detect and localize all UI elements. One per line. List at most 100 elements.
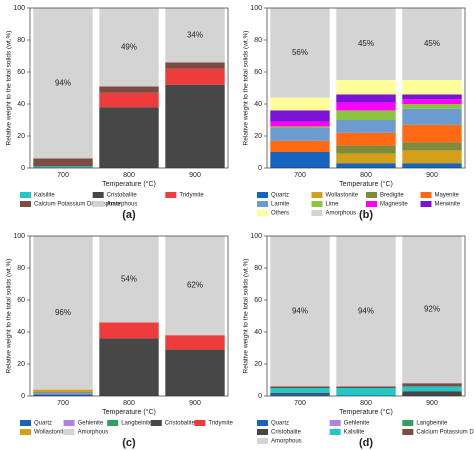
legend-label: Magnesite — [380, 202, 408, 208]
legend-swatch — [257, 438, 268, 444]
legend-swatch — [92, 201, 104, 207]
y-tick-label: 80 — [254, 265, 262, 272]
panel: 94% 700 94% 800 92% 900 0 20 40 60 80 100 Temperatur… — [243, 233, 474, 449]
y-tick-label: 60 — [254, 69, 262, 76]
legend-swatch — [366, 192, 377, 198]
legend-label: Amorphous — [271, 439, 302, 445]
y-axis-title: Relative weight to the total solids (wt.… — [6, 259, 13, 374]
bar-segment — [99, 236, 159, 323]
bar-segment — [402, 163, 462, 168]
bar-segment — [402, 99, 462, 104]
legend-label: Tridymite — [179, 193, 204, 199]
data-label: 54% — [121, 274, 137, 283]
bar-segment — [336, 110, 396, 120]
legend-label: Others — [271, 211, 289, 217]
panel-label: (d) — [359, 437, 373, 449]
legend-label: Cristobalite — [271, 430, 302, 436]
bar-segment — [99, 322, 159, 339]
bar-segment — [270, 388, 330, 393]
y-tick-label: 80 — [17, 37, 25, 44]
bar-segment — [33, 394, 93, 396]
legend-swatch — [107, 420, 119, 426]
legend-label: Amorphous — [107, 202, 138, 208]
x-tick-label: 800 — [360, 400, 372, 407]
bar-segment — [270, 394, 330, 396]
legend-swatch — [329, 429, 341, 435]
legend-label: Langbeinite — [121, 421, 153, 427]
x-tick-label: 700 — [57, 172, 69, 179]
legend-label: Lime — [326, 202, 340, 208]
legend-label: Mayenite — [435, 193, 460, 199]
plot-frame — [29, 7, 229, 169]
bar-segment — [33, 158, 93, 167]
bar-segment — [402, 124, 462, 143]
plot-frame — [266, 7, 466, 169]
legend-label: Cristobalite — [165, 421, 196, 427]
x-tick-label: 800 — [360, 172, 372, 179]
bar-segment — [165, 8, 225, 63]
bar-segment — [336, 163, 396, 168]
bar-segment — [336, 145, 396, 154]
legend-label: Calcium Potassium Diphosphate — [34, 202, 121, 208]
legend-swatch — [165, 192, 177, 198]
legend-swatch — [63, 429, 75, 435]
bar-segment — [270, 126, 330, 128]
bar-segment — [402, 104, 462, 109]
legend-swatch — [257, 192, 268, 198]
bar-segment — [336, 102, 396, 111]
data-label: 96% — [55, 308, 71, 317]
legend-swatch — [311, 210, 323, 216]
x-axis-title: Temperature (°C) — [102, 408, 156, 416]
bar-segment — [402, 236, 462, 384]
x-tick-label: 700 — [294, 400, 306, 407]
bar-segment — [33, 392, 93, 395]
data-label: 45% — [424, 39, 440, 48]
legend-label: Amorphous — [78, 430, 109, 436]
bar-segment — [270, 128, 330, 141]
x-tick-label: 700 — [57, 400, 69, 407]
data-label: 56% — [292, 48, 308, 57]
y-tick-label: 0 — [258, 165, 262, 172]
y-tick-label: 40 — [254, 329, 262, 336]
legend-label: Tridymite — [208, 421, 233, 427]
x-tick-label: 900 — [189, 400, 201, 407]
bar-segment — [33, 236, 93, 390]
legend-label: Calcium Potassium Diphosphate — [416, 430, 474, 436]
bar-segment — [33, 392, 93, 393]
legend-swatch — [402, 429, 414, 435]
legend-label: Quartz — [34, 421, 52, 427]
bar-segment — [336, 132, 396, 146]
x-tick-label: 700 — [294, 172, 306, 179]
y-tick-label: 20 — [254, 133, 262, 140]
bar-segment — [165, 62, 225, 69]
panel-label: (b) — [359, 209, 373, 221]
bar-segment — [336, 94, 396, 103]
bar-segment — [165, 84, 225, 168]
bar-segment — [402, 150, 462, 164]
legend-label: Gehlenite — [344, 421, 370, 427]
legend-label: Cristobalite — [107, 193, 138, 199]
panel: 96% 700 54% 800 62% 900 0 20 40 60 80 100 Temperatur… — [6, 233, 234, 449]
bar-segment — [270, 392, 330, 395]
bar-segment — [165, 236, 225, 336]
y-tick-label: 100 — [250, 5, 262, 12]
legend-label: Merwinite — [435, 202, 461, 208]
bar-segment — [165, 335, 225, 350]
legend-swatch — [311, 201, 323, 207]
y-tick-label: 0 — [21, 165, 25, 172]
y-tick-label: 20 — [17, 361, 25, 368]
bar-segment — [99, 107, 159, 168]
x-tick-label: 900 — [426, 172, 438, 179]
data-label: 62% — [187, 281, 203, 290]
bar-segment — [99, 86, 159, 93]
bar-segment — [270, 386, 330, 388]
bar-segment — [336, 120, 396, 133]
legend-swatch — [20, 201, 31, 207]
panel-label: (c) — [122, 437, 136, 449]
x-axis-title: Temperature (°C) — [339, 180, 393, 188]
data-label: 45% — [358, 39, 374, 48]
legend-label: Amorphous — [326, 211, 357, 217]
x-tick-label: 800 — [123, 400, 135, 407]
bar-segment — [33, 389, 93, 392]
y-tick-label: 40 — [254, 101, 262, 108]
